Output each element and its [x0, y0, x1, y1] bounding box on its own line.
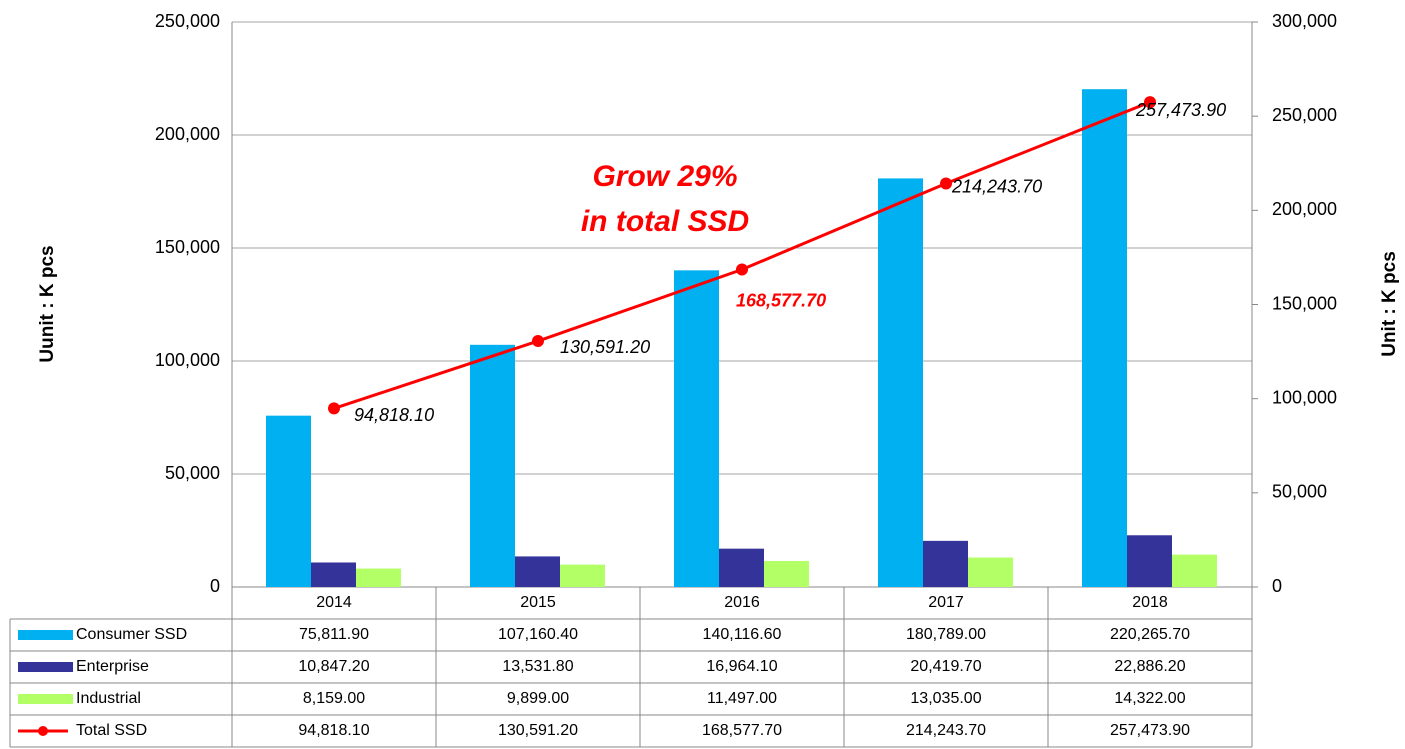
line-marker [736, 263, 748, 276]
legend-label: Industrial [76, 690, 141, 707]
data-label: 168,577.70 [736, 290, 826, 310]
table-cell: 75,811.90 [299, 626, 369, 643]
bar [515, 556, 560, 587]
line-marker [328, 402, 340, 415]
table-cell: 13,035.00 [910, 690, 981, 707]
bar [1172, 554, 1217, 587]
table-cell: 168,577.70 [702, 722, 782, 739]
line [333, 100, 1151, 410]
legend-swatch [18, 630, 73, 640]
table-cell: 16,964.10 [706, 658, 777, 675]
y2-axis-label: Unit : K pcs [1379, 251, 1400, 357]
bar [878, 178, 923, 587]
bar [356, 568, 401, 587]
y-tick-label: 100,000 [155, 350, 220, 370]
y2-tick-label: 300,000 [1272, 11, 1337, 31]
table-cell: 14,322.00 [1114, 690, 1185, 707]
x-tick-label: 2018 [1132, 594, 1168, 611]
bar [674, 270, 719, 587]
y2-tick-label: 150,000 [1272, 293, 1337, 313]
y2-tick-label: 50,000 [1272, 482, 1327, 502]
legend-label: Consumer SSD [76, 626, 187, 643]
data-label: 257,473.90 [1135, 100, 1226, 120]
table-cell: 13,531.80 [502, 658, 573, 675]
y-tick-label: 0 [210, 576, 220, 596]
table-cell: 11,497.00 [707, 690, 777, 707]
annotation: in total SSD [581, 205, 749, 238]
table-cell: 22,886.20 [1114, 658, 1185, 675]
y2-tick-label: 100,000 [1272, 387, 1337, 407]
y2-tick-label: 200,000 [1272, 199, 1337, 219]
line-marker [940, 177, 952, 190]
table-cell: 9,899.00 [507, 690, 569, 707]
legend-label: Enterprise [76, 658, 149, 675]
data-label: 94,818.10 [354, 405, 434, 425]
legend-label: Total SSD [76, 722, 147, 739]
table-cell: 257,473.90 [1110, 722, 1190, 739]
bar [470, 344, 515, 587]
bar [923, 540, 968, 587]
bar [1127, 535, 1172, 587]
y-tick-label: 150,000 [155, 237, 220, 257]
table-cell: 8,159.00 [303, 690, 365, 707]
table-cell: 180,789.00 [906, 626, 986, 643]
table-cell: 140,116.60 [703, 626, 782, 643]
table-cell: 214,243.70 [906, 722, 986, 739]
x-tick-label: 2016 [724, 594, 760, 611]
table-cell: 94,818.10 [298, 722, 369, 739]
bar [968, 557, 1013, 587]
line-marker [532, 335, 544, 348]
table-cell: 220,265.70 [1110, 626, 1190, 643]
y-axis-label: Uunit : K pcs [37, 245, 58, 362]
table-cell: 130,591.20 [498, 722, 578, 739]
y2-tick-label: 0 [1272, 576, 1282, 596]
bar [266, 415, 311, 587]
data-label: 214,243.70 [951, 176, 1042, 196]
y-tick-label: 250,000 [155, 11, 220, 31]
bar [764, 561, 809, 587]
annotation: Grow 29% [592, 160, 737, 193]
x-tick-label: 2015 [520, 594, 556, 611]
legend-marker [38, 726, 48, 736]
table-cell: 107,160.40 [498, 626, 578, 643]
bar [1082, 89, 1127, 587]
data-label: 130,591.20 [560, 337, 650, 357]
legend-swatch [18, 694, 73, 704]
table-cell: 10,847.20 [298, 658, 369, 675]
table-cell: 20,419.70 [910, 658, 981, 675]
x-tick-label: 2014 [316, 594, 352, 611]
bar [311, 562, 356, 587]
y-tick-label: 200,000 [155, 124, 220, 144]
bar [560, 564, 605, 587]
bar [719, 548, 764, 587]
y2-tick-label: 250,000 [1272, 105, 1337, 125]
line-marker [1144, 96, 1156, 109]
y-tick-label: 50,000 [165, 463, 220, 483]
x-tick-label: 2017 [928, 594, 964, 611]
legend-swatch [18, 662, 73, 672]
